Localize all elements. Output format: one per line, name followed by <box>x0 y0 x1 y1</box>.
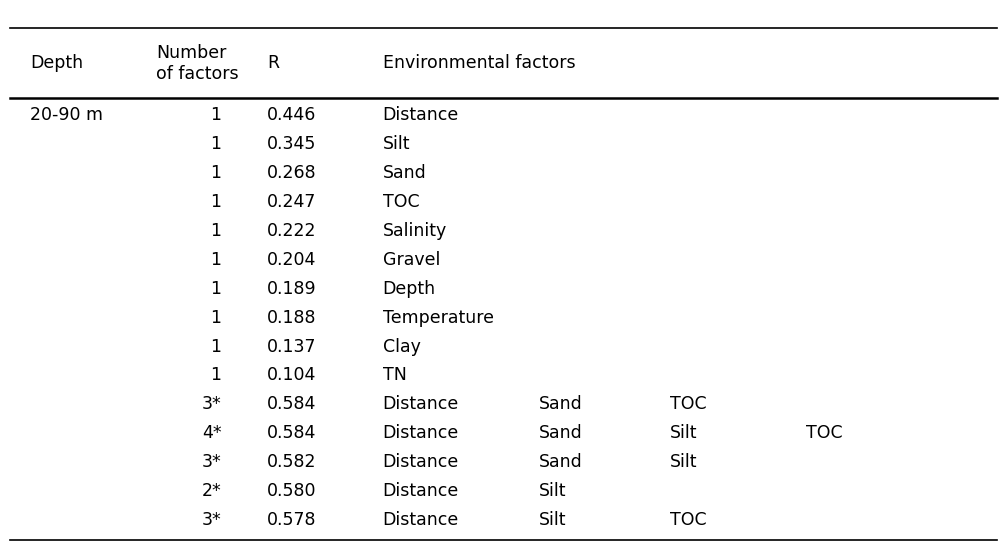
Text: Silt: Silt <box>383 135 410 153</box>
Text: 0.580: 0.580 <box>267 482 316 500</box>
Text: 1: 1 <box>210 164 222 182</box>
Text: Distance: Distance <box>383 511 459 529</box>
Text: TOC: TOC <box>806 425 842 442</box>
Text: 0.204: 0.204 <box>267 251 316 269</box>
Text: TN: TN <box>383 366 407 384</box>
Text: 1: 1 <box>210 309 222 327</box>
Text: 2*: 2* <box>201 482 222 500</box>
Text: Clay: Clay <box>383 338 421 355</box>
Text: 0.222: 0.222 <box>267 222 316 240</box>
Text: Silt: Silt <box>670 425 697 442</box>
Text: 0.104: 0.104 <box>267 366 316 384</box>
Text: 0.578: 0.578 <box>267 511 316 529</box>
Text: TOC: TOC <box>670 395 706 414</box>
Text: Distance: Distance <box>383 395 459 414</box>
Text: 0.188: 0.188 <box>267 309 316 327</box>
Text: Sand: Sand <box>383 164 426 182</box>
Text: 20-90 m: 20-90 m <box>30 106 103 124</box>
Text: Depth: Depth <box>30 54 84 72</box>
Text: 1: 1 <box>210 251 222 269</box>
Text: Sand: Sand <box>539 425 582 442</box>
Text: 1: 1 <box>210 193 222 211</box>
Text: Silt: Silt <box>539 482 566 500</box>
Text: 0.584: 0.584 <box>267 395 316 414</box>
Text: 3*: 3* <box>201 511 222 529</box>
Text: TOC: TOC <box>383 193 419 211</box>
Text: Distance: Distance <box>383 425 459 442</box>
Text: Number
of factors: Number of factors <box>156 44 239 82</box>
Text: Distance: Distance <box>383 453 459 471</box>
Text: 0.584: 0.584 <box>267 425 316 442</box>
Text: Temperature: Temperature <box>383 309 493 327</box>
Text: 0.247: 0.247 <box>267 193 316 211</box>
Text: 0.582: 0.582 <box>267 453 316 471</box>
Text: TOC: TOC <box>670 511 706 529</box>
Text: 0.268: 0.268 <box>267 164 316 182</box>
Text: 4*: 4* <box>202 425 222 442</box>
Text: Silt: Silt <box>670 453 697 471</box>
Text: 0.137: 0.137 <box>267 338 316 355</box>
Text: Distance: Distance <box>383 106 459 124</box>
Text: R: R <box>267 54 279 72</box>
Text: 3*: 3* <box>201 395 222 414</box>
Text: Sand: Sand <box>539 453 582 471</box>
Text: 0.446: 0.446 <box>267 106 316 124</box>
Text: 1: 1 <box>210 338 222 355</box>
Text: 1: 1 <box>210 135 222 153</box>
Text: Distance: Distance <box>383 482 459 500</box>
Text: Gravel: Gravel <box>383 251 440 269</box>
Text: Silt: Silt <box>539 511 566 529</box>
Text: 0.189: 0.189 <box>267 280 316 298</box>
Text: 1: 1 <box>210 106 222 124</box>
Text: Salinity: Salinity <box>383 222 447 240</box>
Text: Depth: Depth <box>383 280 436 298</box>
Text: 1: 1 <box>210 222 222 240</box>
Text: 3*: 3* <box>201 453 222 471</box>
Text: 0.345: 0.345 <box>267 135 316 153</box>
Text: 1: 1 <box>210 280 222 298</box>
Text: 1: 1 <box>210 366 222 384</box>
Text: Sand: Sand <box>539 395 582 414</box>
Text: Environmental factors: Environmental factors <box>383 54 575 72</box>
